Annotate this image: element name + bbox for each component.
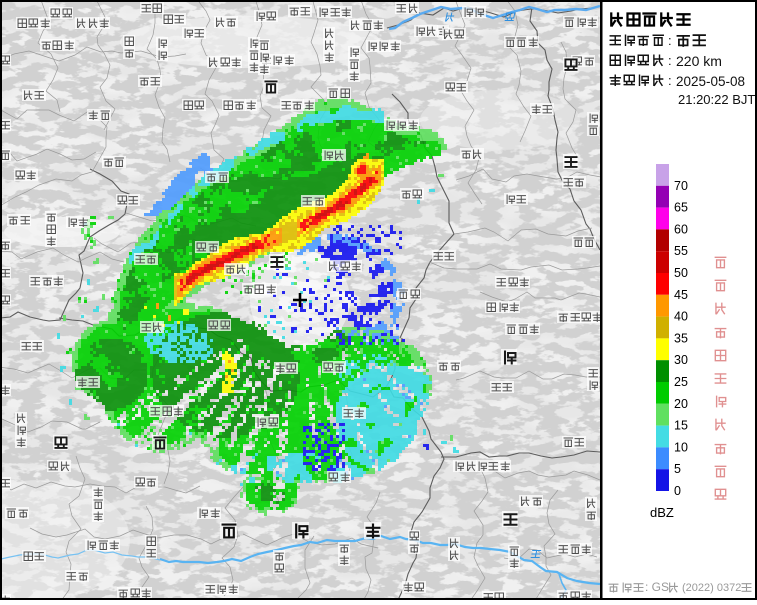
svg-text:220 km: 220 km: [676, 53, 722, 69]
svg-text:60: 60: [674, 222, 688, 236]
svg-text:20: 20: [674, 397, 688, 411]
svg-text:15: 15: [674, 419, 688, 433]
svg-text:2025-05-08: 2025-05-08: [676, 74, 745, 89]
svg-text::: :: [668, 33, 672, 48]
svg-text:50: 50: [674, 266, 688, 280]
svg-text:0: 0: [674, 484, 681, 498]
svg-text:25: 25: [674, 375, 688, 389]
svg-text:10: 10: [674, 440, 688, 454]
svg-text:70: 70: [674, 179, 688, 193]
svg-text:35: 35: [674, 331, 688, 345]
svg-text::: :: [668, 73, 672, 88]
svg-text:30: 30: [674, 353, 688, 367]
svg-text:65: 65: [674, 201, 688, 215]
svg-text::: :: [668, 53, 672, 68]
svg-text:5: 5: [674, 462, 681, 476]
svg-text:: GS: : GS: [645, 580, 669, 594]
svg-text:55: 55: [674, 244, 688, 258]
svg-text:(2022) 0372: (2022) 0372: [682, 582, 741, 594]
svg-text:21:20:22 BJT: 21:20:22 BJT: [678, 92, 755, 107]
svg-text:40: 40: [674, 310, 688, 324]
svg-text:45: 45: [674, 288, 688, 302]
svg-text:dBZ: dBZ: [650, 505, 674, 520]
